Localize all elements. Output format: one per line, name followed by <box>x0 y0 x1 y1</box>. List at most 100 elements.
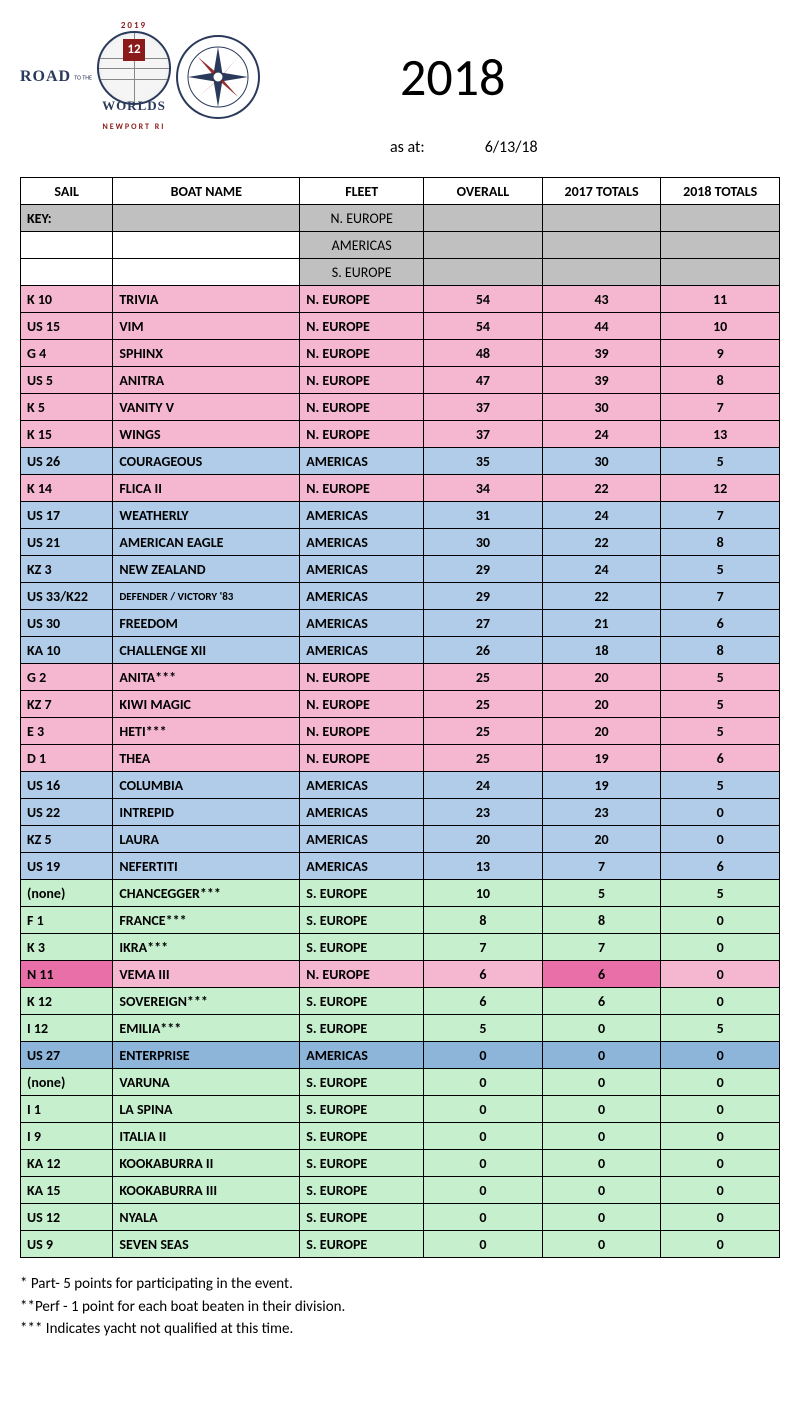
cell-num: 10 <box>661 313 780 340</box>
cell-num: 25 <box>424 691 543 718</box>
logo-newport-text: NEWPORT RI <box>97 122 171 132</box>
table-row: US 5ANITRAN. EUROPE47398 <box>21 367 780 394</box>
key-empty-cell <box>542 205 661 232</box>
cell-sail: D 1 <box>21 745 113 772</box>
cell-fleet: N. EUROPE <box>300 718 424 745</box>
cell-fleet: N. EUROPE <box>300 421 424 448</box>
cell-sail: I 9 <box>21 1123 113 1150</box>
cell-sail: K 14 <box>21 475 113 502</box>
table-row: KA 10CHALLENGE XIIAMERICAS26188 <box>21 637 780 664</box>
cell-num: 8 <box>661 529 780 556</box>
cell-fleet: S. EUROPE <box>300 1123 424 1150</box>
cell-sail: G 2 <box>21 664 113 691</box>
cell-sail: K 3 <box>21 934 113 961</box>
col-fleet: FLEET <box>300 178 424 205</box>
cell-boat: KIWI MAGIC <box>113 691 300 718</box>
cell-boat: ANITA*** <box>113 664 300 691</box>
cell-num: 0 <box>661 1231 780 1258</box>
table-row: US 22INTREPIDAMERICAS23230 <box>21 799 780 826</box>
table-row: US 9SEVEN SEASS. EUROPE000 <box>21 1231 780 1258</box>
cell-fleet: N. EUROPE <box>300 475 424 502</box>
col-sail: SAIL <box>21 178 113 205</box>
cell-fleet: S. EUROPE <box>300 1231 424 1258</box>
cell-num: 0 <box>424 1177 543 1204</box>
logos: ROAD TO THE 2019 12 WORLDS NEWPORT RI <box>20 20 260 133</box>
cell-fleet: S. EUROPE <box>300 880 424 907</box>
cell-fleet: N. EUROPE <box>300 286 424 313</box>
table-row: US 30FREEDOMAMERICAS27216 <box>21 610 780 637</box>
cell-num: 24 <box>424 772 543 799</box>
cell-num: 5 <box>542 880 661 907</box>
cell-sail: I 12 <box>21 1015 113 1042</box>
cell-num: 0 <box>424 1123 543 1150</box>
cell-sail: US 17 <box>21 502 113 529</box>
cell-boat: KOOKABURRA III <box>113 1177 300 1204</box>
cell-sail: K 10 <box>21 286 113 313</box>
table-row: (none)VARUNAS. EUROPE000 <box>21 1069 780 1096</box>
key-row: AMERICAS <box>21 232 780 259</box>
cell-fleet: AMERICAS <box>300 772 424 799</box>
cell-sail: (none) <box>21 1069 113 1096</box>
cell-num: 20 <box>542 691 661 718</box>
cell-fleet: AMERICAS <box>300 637 424 664</box>
table-row: I 1LA SPINAS. EUROPE000 <box>21 1096 780 1123</box>
logo-2019-text: 2019 <box>97 20 171 31</box>
cell-num: 5 <box>661 880 780 907</box>
cell-sail: US 19 <box>21 853 113 880</box>
cell-fleet: N. EUROPE <box>300 313 424 340</box>
cell-boat: FREEDOM <box>113 610 300 637</box>
cell-num: 0 <box>424 1096 543 1123</box>
cell-num: 0 <box>661 1177 780 1204</box>
table-row: K 10TRIVIAN. EUROPE544311 <box>21 286 780 313</box>
cell-boat: LAURA <box>113 826 300 853</box>
cell-num: 0 <box>661 1150 780 1177</box>
cell-num: 0 <box>424 1204 543 1231</box>
road-to-worlds-logo: ROAD TO THE 2019 12 WORLDS NEWPORT RI <box>20 20 171 133</box>
key-empty-cell <box>661 205 780 232</box>
cell-num: 7 <box>542 934 661 961</box>
cell-num: 7 <box>542 853 661 880</box>
cell-num: 6 <box>661 610 780 637</box>
cell-boat: ENTERPRISE <box>113 1042 300 1069</box>
cell-boat: CHANCEGGER*** <box>113 880 300 907</box>
cell-num: 0 <box>542 1069 661 1096</box>
standings-table: SAIL BOAT NAME FLEET OVERALL 2017 TOTALS… <box>20 177 780 1258</box>
table-row: I 9ITALIA IIS. EUROPE000 <box>21 1123 780 1150</box>
cell-num: 6 <box>424 988 543 1015</box>
cell-boat: CHALLENGE XII <box>113 637 300 664</box>
cell-fleet: AMERICAS <box>300 826 424 853</box>
key-fleet-cell: AMERICAS <box>300 232 424 259</box>
cell-sail: K 12 <box>21 988 113 1015</box>
cell-fleet: AMERICAS <box>300 583 424 610</box>
cell-sail: KA 10 <box>21 637 113 664</box>
cell-num: 37 <box>424 394 543 421</box>
cell-fleet: AMERICAS <box>300 448 424 475</box>
cell-boat: VANITY V <box>113 394 300 421</box>
cell-boat: TRIVIA <box>113 286 300 313</box>
compass-icon <box>176 35 260 119</box>
key-empty-cell <box>661 232 780 259</box>
key-empty-cell <box>113 232 300 259</box>
cell-sail: US 15 <box>21 313 113 340</box>
cell-num: 0 <box>542 1123 661 1150</box>
cell-boat: NEW ZEALAND <box>113 556 300 583</box>
cell-num: 39 <box>542 367 661 394</box>
key-label-cell: KEY: <box>21 205 113 232</box>
key-empty-cell <box>113 259 300 286</box>
key-row: S. EUROPE <box>21 259 780 286</box>
cell-sail: US 22 <box>21 799 113 826</box>
table-row: K 3IKRA***S. EUROPE770 <box>21 934 780 961</box>
cell-num: 27 <box>424 610 543 637</box>
cell-num: 19 <box>542 745 661 772</box>
cell-num: 0 <box>661 1096 780 1123</box>
footnotes: * Part- 5 points for participating in th… <box>20 1273 780 1341</box>
cell-sail: US 9 <box>21 1231 113 1258</box>
cell-num: 47 <box>424 367 543 394</box>
cell-num: 0 <box>542 1231 661 1258</box>
cell-boat: VIM <box>113 313 300 340</box>
table-row: E 3HETI***N. EUROPE25205 <box>21 718 780 745</box>
table-row: KZ 7KIWI MAGICN. EUROPE25205 <box>21 691 780 718</box>
cell-fleet: S. EUROPE <box>300 1069 424 1096</box>
col-2017: 2017 TOTALS <box>542 178 661 205</box>
cell-fleet: N. EUROPE <box>300 961 424 988</box>
